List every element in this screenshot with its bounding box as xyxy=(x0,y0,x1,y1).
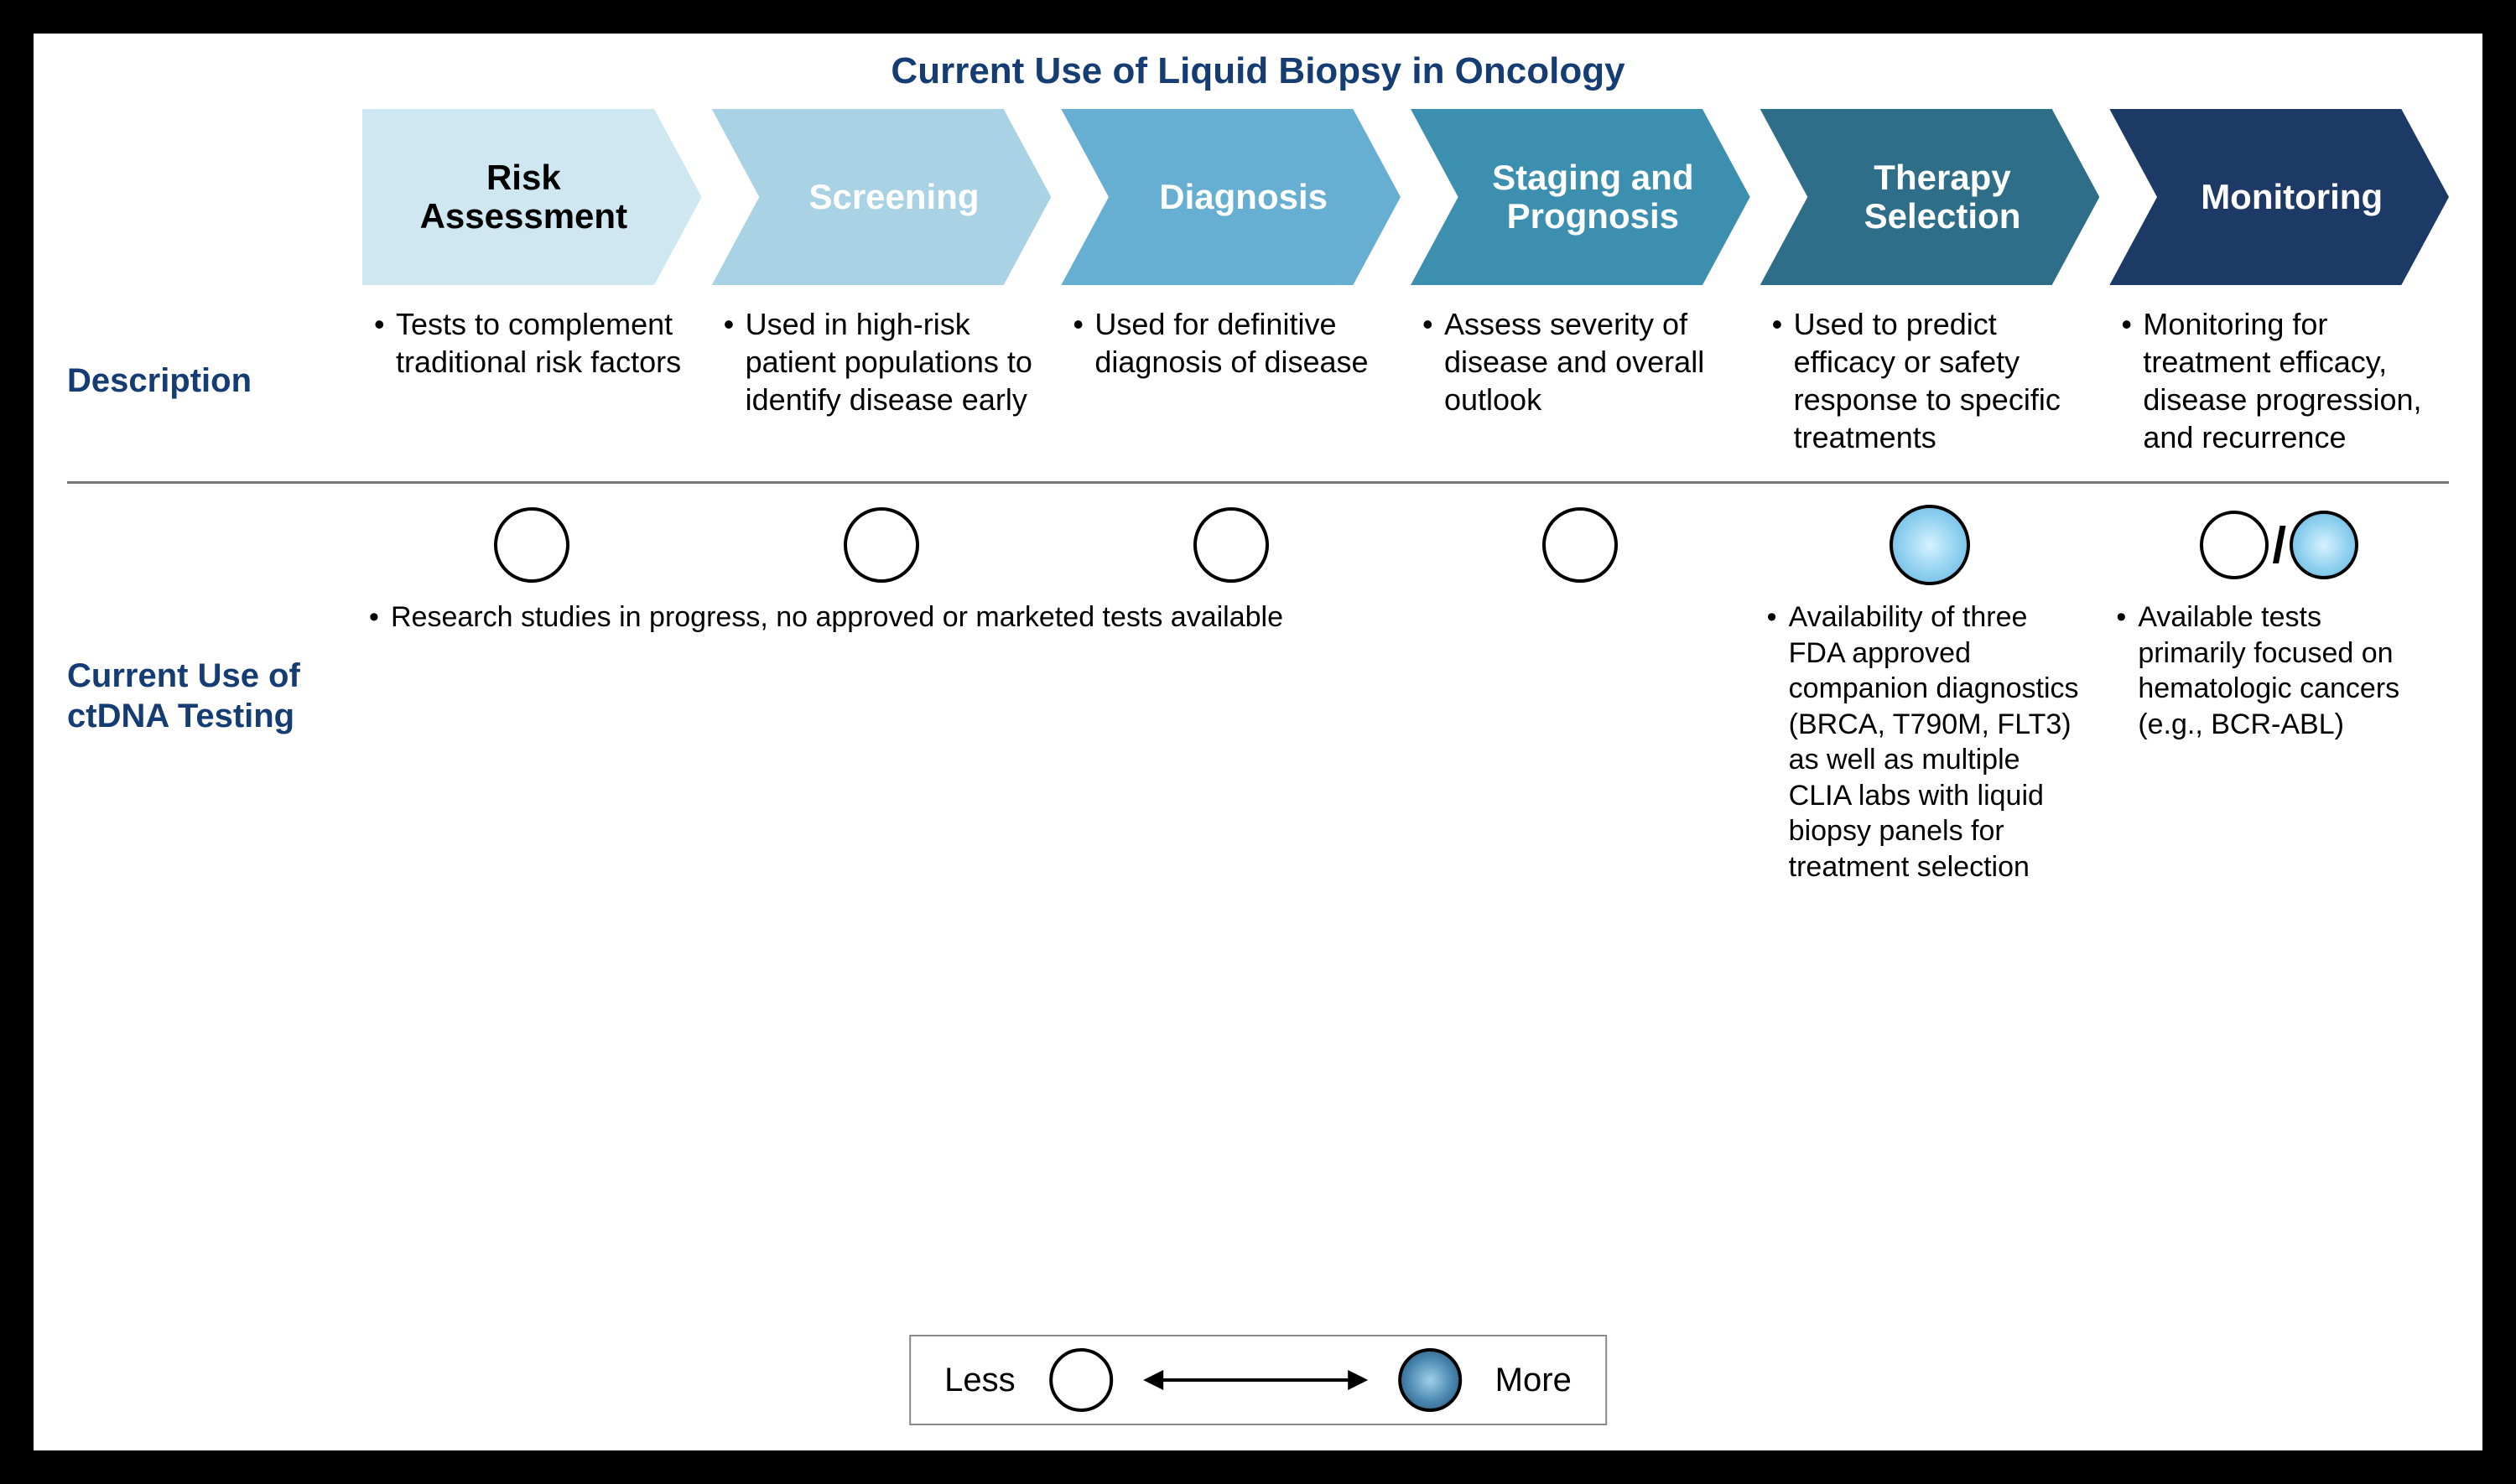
desc-screening: Used in high-risk patient populations to… xyxy=(712,285,1052,476)
ball-screening xyxy=(712,499,1052,591)
diagram-page: Current Use of Liquid Biopsy in Oncology… xyxy=(34,34,2482,1450)
ball-therapy-selection xyxy=(1760,499,2100,591)
legend-more-label: More xyxy=(1495,1362,1572,1399)
ball-monitoring: / xyxy=(2109,499,2449,591)
harvey-ball-icon xyxy=(494,507,569,583)
harvey-ball-icon xyxy=(844,507,919,583)
desc-diagnosis: Used for definitive diagnosis of disease xyxy=(1061,285,1401,476)
row-label-description: Description xyxy=(67,285,352,476)
ball-risk-assessment xyxy=(362,499,702,591)
harvey-ball-icon xyxy=(2200,511,2269,579)
desc-therapy-selection: Used to predict efficacy or safety respo… xyxy=(1760,285,2100,476)
stage-risk-assessment: Risk Assessment xyxy=(362,109,702,285)
harvey-ball-icon xyxy=(1542,507,1618,583)
ball-diagnosis xyxy=(1061,499,1401,591)
use-research-span: Research studies in progress, no approve… xyxy=(362,591,1750,893)
harvey-ball-icon xyxy=(1890,505,1970,585)
legend-arrow-icon xyxy=(1146,1378,1365,1382)
ball-staging-prognosis xyxy=(1411,499,1750,591)
slash-icon: / xyxy=(2269,516,2290,574)
diagram-grid: Risk Assessment Screening Diagnosis Stag… xyxy=(67,109,2449,893)
use-monitoring: Available tests primarily focused on hem… xyxy=(2109,591,2449,893)
desc-monitoring: Monitoring for treatment efficacy, disea… xyxy=(2109,285,2449,476)
desc-risk-assessment: Tests to complement traditional risk fac… xyxy=(362,285,702,476)
section-divider xyxy=(67,481,2449,484)
legend-full-ball-icon xyxy=(1398,1348,1462,1412)
legend-less-label: Less xyxy=(944,1362,1016,1399)
stage-staging-prognosis: Staging and Prognosis xyxy=(1411,109,1750,285)
harvey-ball-icon xyxy=(2290,511,2358,579)
stage-monitoring: Monitoring xyxy=(2109,109,2449,285)
desc-staging-prognosis: Assess severity of disease and overall o… xyxy=(1411,285,1750,476)
harvey-ball-icon xyxy=(1193,507,1269,583)
legend-empty-ball-icon xyxy=(1049,1348,1113,1412)
stage-diagnosis: Diagnosis xyxy=(1061,109,1401,285)
stage-therapy-selection: Therapy Selection xyxy=(1760,109,2100,285)
use-therapy-selection: Availability of three FDA approved compa… xyxy=(1760,591,2100,893)
page-title: Current Use of Liquid Biopsy in Oncology xyxy=(67,50,2449,92)
stage-screening: Screening xyxy=(712,109,1052,285)
legend-box: Less More xyxy=(909,1335,1607,1425)
row-label-current-use: Current Use of ctDNA Testing xyxy=(67,499,352,893)
